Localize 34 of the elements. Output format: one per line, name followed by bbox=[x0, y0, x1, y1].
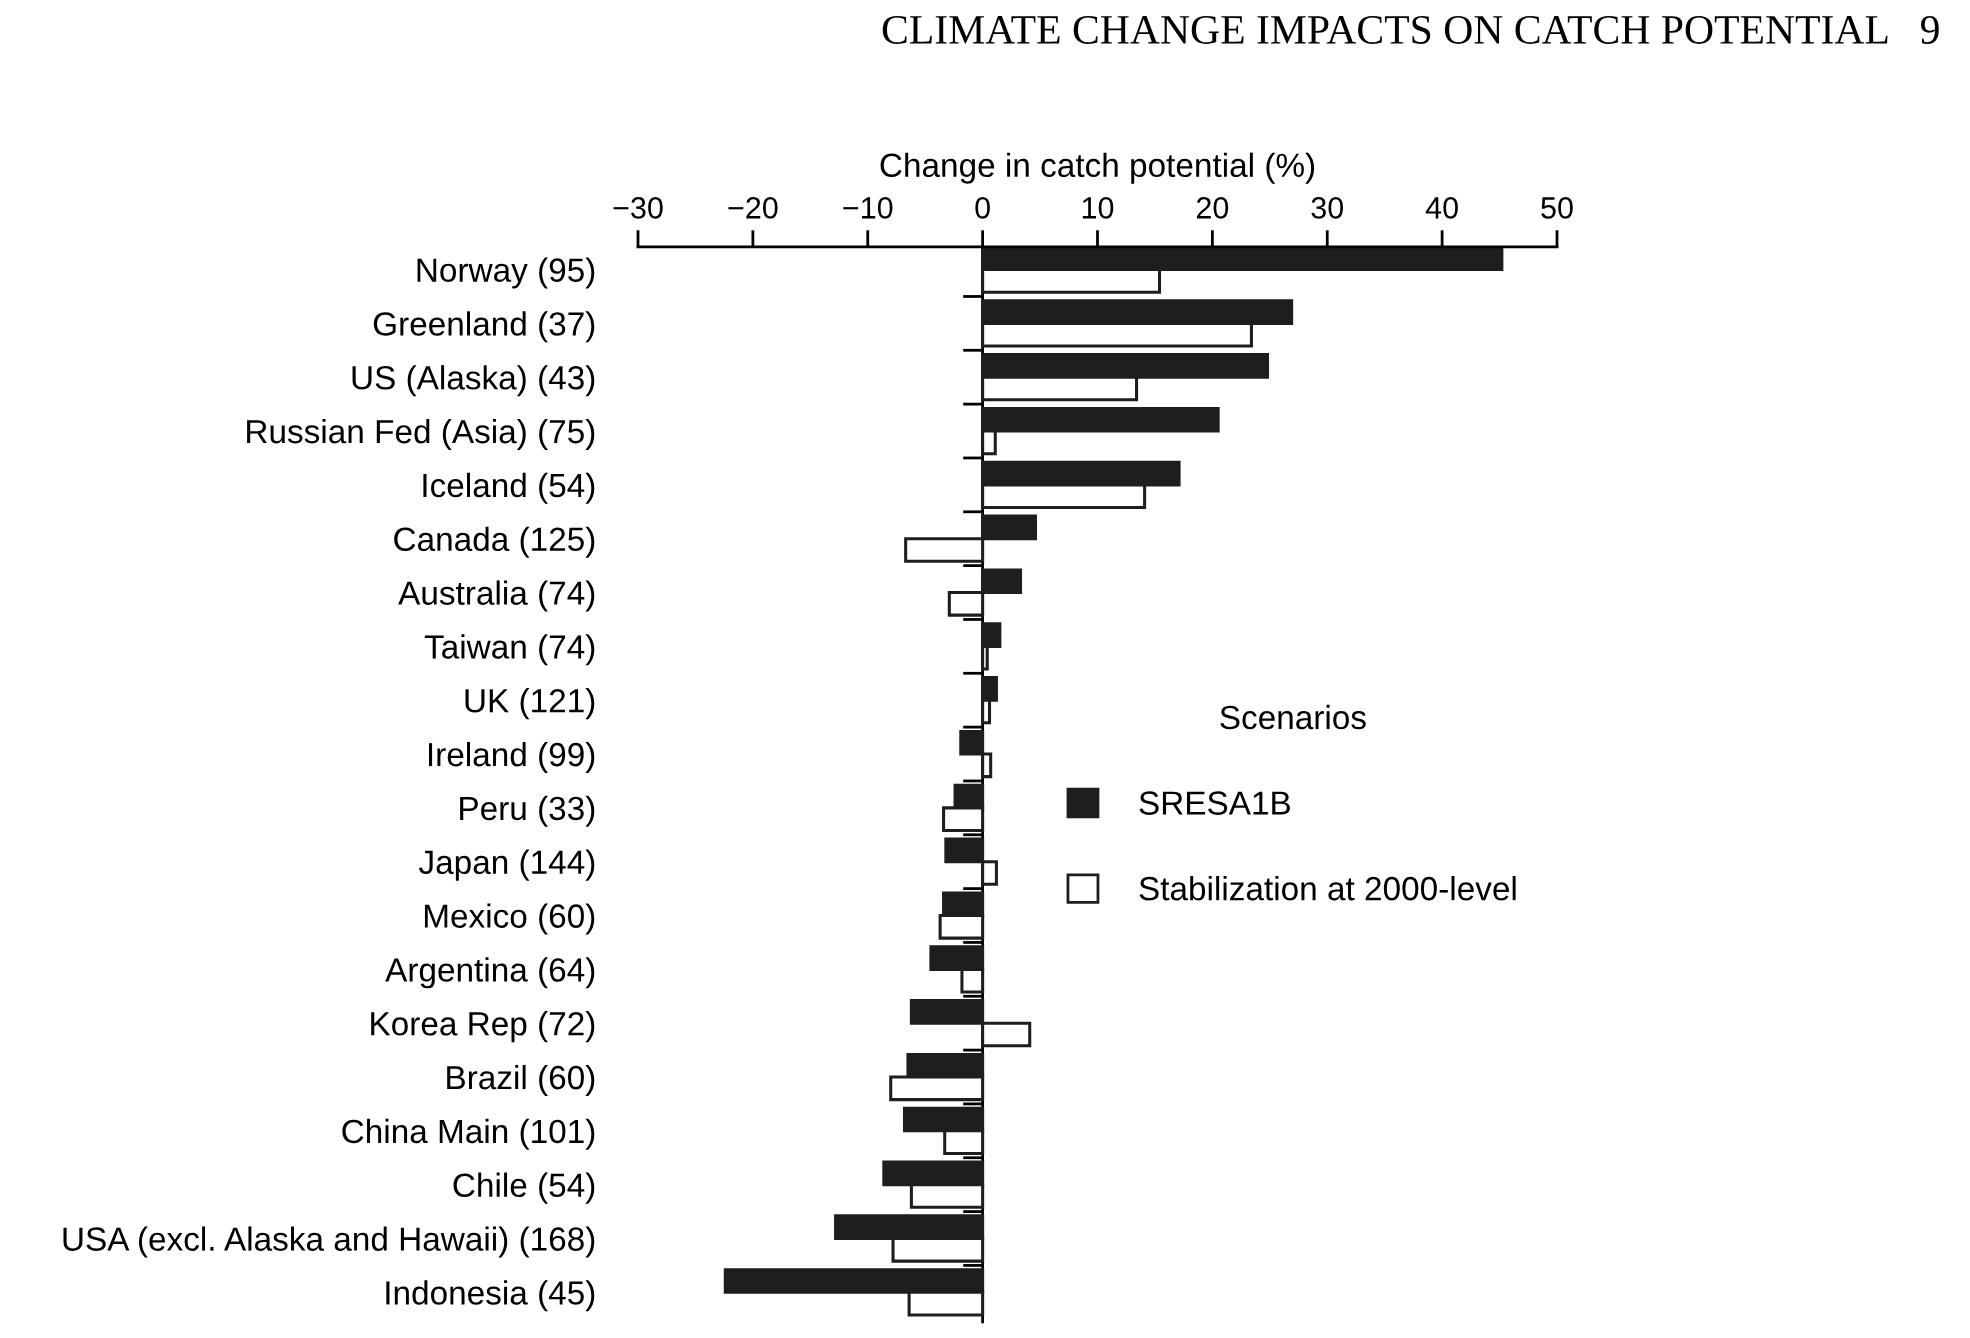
y-tick-label: Taiwan (74) bbox=[424, 634, 595, 666]
legend-label: SRESA1B bbox=[1139, 791, 1290, 815]
y-tick-label: Brazil (60) bbox=[447, 1064, 595, 1096]
x-tick-label: 40 bbox=[1425, 197, 1458, 219]
y-tick-label: US (Alaska) (43) bbox=[352, 365, 595, 397]
legend-label: Stabilization at 2000-level bbox=[1139, 875, 1516, 901]
y-tick-label: Russian Fed (Asia) (75) bbox=[247, 418, 595, 451]
y-tick-label: Korea Rep (72) bbox=[371, 1011, 595, 1043]
y-tick-label: China Main (101) bbox=[342, 1118, 595, 1150]
x-axis-title: Change in catch potential (%) bbox=[880, 152, 1315, 184]
x-tick-label: −10 bbox=[843, 197, 893, 219]
y-tick-label: Chile (54) bbox=[453, 1172, 595, 1204]
y-tick-label: Japan (144) bbox=[418, 849, 595, 881]
y-tick-label: UK (121) bbox=[465, 688, 595, 720]
y-tick-label: Mexico (60) bbox=[424, 903, 595, 935]
text: CLIMATE CHANGE IMPACTS ON CATCH POTENTIAL 9 bbox=[882, 15, 1939, 44]
y-tick-label: Peru (33) bbox=[460, 795, 595, 827]
y-tick-label: Australia (74) bbox=[398, 580, 595, 612]
y-tick-label: Norway (95) bbox=[417, 257, 595, 289]
y-tick-label: Greenland (37) bbox=[373, 311, 595, 343]
x-tick-label: 0 bbox=[975, 197, 990, 219]
y-tick-label: Indonesia (45) bbox=[386, 1280, 595, 1312]
y-tick-label: Canada (125) bbox=[394, 526, 595, 558]
x-tick-label: 50 bbox=[1541, 197, 1573, 219]
y-tick-label: USA (excl. Alaska and Hawaii) (168) bbox=[63, 1226, 595, 1258]
y-tick-label: Ireland (99) bbox=[428, 741, 595, 774]
y-tick-label: Argentina (64) bbox=[385, 957, 595, 989]
x-tick-label: −30 bbox=[613, 197, 663, 219]
legend-title: Scenarios bbox=[1220, 704, 1366, 730]
x-tick-label: 30 bbox=[1311, 197, 1344, 219]
x-tick-label: 20 bbox=[1196, 197, 1229, 219]
y-tick-label: Iceland (54) bbox=[423, 472, 595, 504]
x-tick-label: −20 bbox=[728, 197, 778, 219]
x-tick-label: 10 bbox=[1082, 197, 1114, 219]
